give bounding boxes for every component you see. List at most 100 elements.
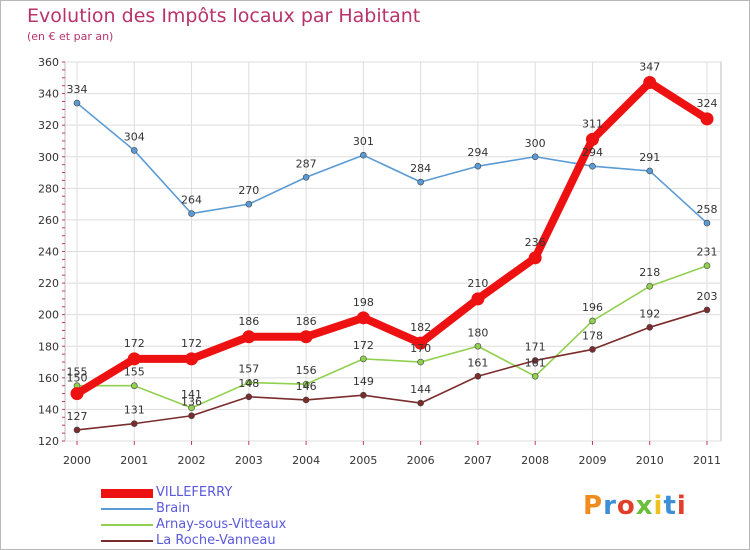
x-tick-label: 2004 bbox=[292, 454, 320, 467]
data-label: 294 bbox=[467, 146, 488, 159]
x-tick-label: 2010 bbox=[636, 454, 664, 467]
data-label: 324 bbox=[697, 97, 718, 110]
data-point bbox=[589, 162, 596, 170]
data-point bbox=[700, 112, 714, 126]
y-tick-label: 320 bbox=[38, 119, 59, 132]
legend-label: VILLEFERRY bbox=[156, 485, 233, 500]
data-point bbox=[299, 330, 313, 344]
x-tick-label: 2009 bbox=[578, 454, 606, 467]
logo-letter: r bbox=[603, 491, 617, 521]
data-label: 172 bbox=[353, 339, 374, 352]
data-point bbox=[474, 342, 482, 350]
series-line-brain bbox=[76, 102, 708, 224]
data-label: 231 bbox=[697, 246, 718, 259]
data-label: 155 bbox=[124, 366, 145, 379]
data-point bbox=[360, 355, 367, 363]
data-label: 156 bbox=[296, 364, 317, 377]
y-tick-label: 160 bbox=[38, 372, 59, 385]
data-label: 180 bbox=[467, 326, 488, 339]
y-tick-label: 140 bbox=[38, 403, 59, 416]
data-point bbox=[130, 147, 138, 154]
logo-letter: i bbox=[653, 491, 664, 521]
y-tick-label: 240 bbox=[38, 246, 59, 259]
data-point bbox=[245, 393, 253, 401]
data-label: 284 bbox=[410, 162, 431, 175]
data-point bbox=[417, 178, 424, 186]
data-label: 203 bbox=[697, 290, 718, 303]
legend-label: Arnay-sous-Vitteaux bbox=[156, 517, 287, 532]
data-label: 136 bbox=[181, 396, 202, 409]
data-label: 291 bbox=[639, 151, 660, 164]
data-point bbox=[242, 330, 256, 344]
data-point bbox=[474, 372, 482, 380]
y-tick-label: 300 bbox=[38, 151, 59, 164]
series-line-arnay-sous-vitteaux bbox=[76, 264, 708, 409]
grid-layer bbox=[64, 61, 722, 442]
data-label: 146 bbox=[296, 380, 317, 393]
data-point bbox=[130, 420, 138, 427]
logo-letter: o bbox=[616, 491, 636, 521]
legend-label: Brain bbox=[156, 501, 191, 516]
y-tick-label: 180 bbox=[38, 340, 59, 353]
data-label: 210 bbox=[467, 277, 488, 290]
data-label: 171 bbox=[525, 340, 546, 353]
data-point bbox=[703, 219, 711, 227]
data-label: 157 bbox=[238, 363, 259, 376]
y-tick-label: 220 bbox=[38, 277, 59, 290]
data-point bbox=[589, 346, 596, 353]
data-label: 155 bbox=[67, 366, 88, 379]
data-point bbox=[646, 323, 654, 331]
data-label: 172 bbox=[124, 337, 145, 350]
data-point bbox=[417, 358, 424, 366]
data-point bbox=[360, 391, 367, 399]
data-label: 192 bbox=[639, 307, 660, 320]
y-tick-label: 360 bbox=[38, 56, 59, 69]
legend-swatch bbox=[101, 488, 153, 498]
data-label: 186 bbox=[296, 315, 317, 328]
data-label: 300 bbox=[525, 137, 546, 150]
data-label-layer: 150 172 172 186 186 198 182 210 236 311 347 324 334 3… bbox=[67, 61, 718, 423]
data-label: 150 bbox=[67, 372, 88, 385]
data-point bbox=[531, 372, 539, 380]
data-label: 236 bbox=[525, 236, 546, 249]
data-label: 304 bbox=[124, 130, 145, 143]
data-label: 198 bbox=[353, 296, 374, 309]
legend-swatch bbox=[101, 540, 153, 542]
x-tick-label: 2001 bbox=[120, 454, 148, 467]
x-tick-label: 2003 bbox=[235, 454, 263, 467]
data-label: 149 bbox=[353, 375, 374, 388]
data-label: 311 bbox=[582, 117, 603, 130]
data-label: 347 bbox=[639, 61, 660, 74]
data-point bbox=[531, 357, 539, 364]
data-point bbox=[531, 153, 539, 161]
x-tick-label: 2007 bbox=[464, 454, 492, 467]
data-label: 196 bbox=[582, 301, 603, 314]
y-tick-label: 340 bbox=[38, 88, 59, 101]
data-point bbox=[185, 352, 199, 366]
data-point bbox=[188, 210, 195, 217]
data-point bbox=[646, 282, 654, 290]
x-tick-label: 2011 bbox=[693, 454, 721, 467]
data-label: 161 bbox=[467, 356, 488, 369]
data-point bbox=[127, 352, 141, 366]
data-point bbox=[302, 380, 310, 388]
x-tick-label: 2005 bbox=[349, 454, 377, 467]
axis-layer: 120 140 160 180 200 220 240 260 280 300 320 340 360 2… bbox=[38, 56, 721, 467]
data-point bbox=[643, 76, 657, 90]
data-label: 258 bbox=[697, 203, 718, 216]
x-tick-label: 2008 bbox=[521, 454, 549, 467]
data-point bbox=[245, 200, 253, 208]
series-line-la-roche-vanneau bbox=[76, 309, 708, 431]
data-label: 218 bbox=[639, 266, 660, 279]
logo-letter: P bbox=[583, 491, 604, 521]
proxiti-logo: Proxiti bbox=[583, 491, 687, 521]
data-label: 141 bbox=[181, 388, 202, 401]
data-point bbox=[414, 336, 428, 350]
chart-title: Evolution des Impôts locaux par Habitant bbox=[27, 5, 421, 27]
data-point bbox=[302, 396, 310, 404]
data-label: 178 bbox=[582, 329, 603, 342]
data-label: 127 bbox=[67, 410, 88, 423]
data-label: 287 bbox=[296, 157, 317, 170]
data-label: 170 bbox=[410, 342, 431, 355]
